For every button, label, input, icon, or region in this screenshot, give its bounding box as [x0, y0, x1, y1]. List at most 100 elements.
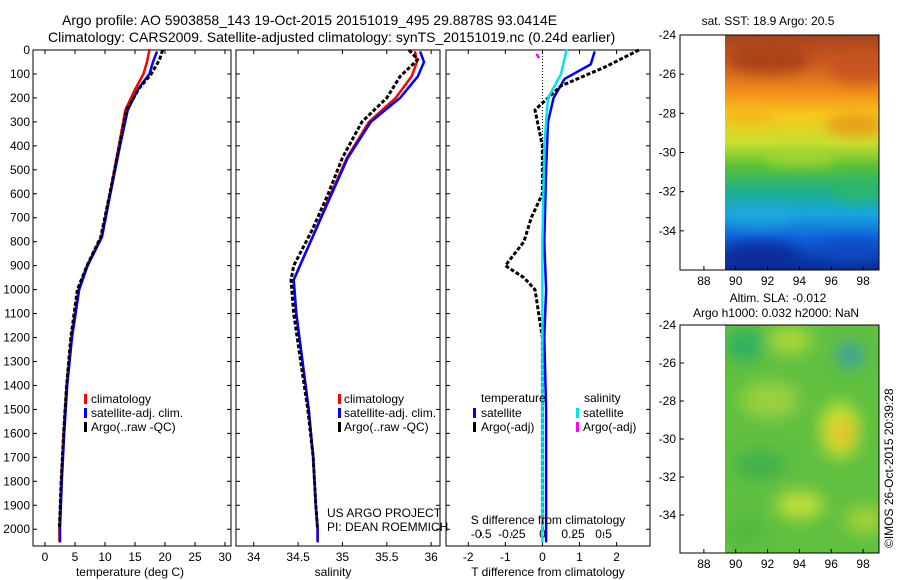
map-y-tick-label: -34: [659, 508, 677, 522]
depth-tick-label: 100: [10, 67, 30, 81]
legend-label-satellite: satellite-adj. clim.: [344, 406, 436, 420]
sla-heatmap-field: [725, 325, 879, 553]
x-tick-label: 10: [98, 550, 112, 564]
map-x-tick-label: 88: [697, 274, 711, 288]
difference-series-salinity-argo-adj: [535, 53, 540, 59]
x-tick-label: 0: [539, 550, 546, 564]
depth-tick-label: 1600: [3, 426, 30, 440]
temperature-series-climatology: [58, 48, 151, 543]
temperature-series-argo-raw-qc: [57, 49, 165, 530]
map-x-tick-label: 96: [825, 274, 839, 288]
sla-map-title-line2: Argo h1000: 0.032 h2000: NaN: [693, 306, 859, 320]
legend-swatch-satellite: [84, 408, 87, 418]
depth-tick-label: 1500: [3, 402, 30, 416]
map-x-tick-label: 90: [729, 557, 743, 571]
legend-title-temperature: temperature: [481, 391, 546, 405]
legend-swatch-sal-argo: [576, 422, 579, 432]
depth-tick-label: 900: [10, 259, 30, 273]
depth-tick-label: 1900: [3, 498, 30, 512]
depth-tick-label: 1200: [3, 331, 30, 345]
sla-map-title-line1: Altim. SLA: -0.012: [730, 291, 827, 305]
legend-label-temp-argo: Argo(-adj): [481, 420, 534, 434]
map-x-tick-label: 88: [697, 557, 711, 571]
legend-swatch-temp-argo: [473, 422, 476, 432]
x-tick-label: 15: [128, 550, 142, 564]
map-x-tick-label: 98: [856, 274, 870, 288]
x-tick-label: 35: [336, 550, 350, 564]
figure-title-line1: Argo profile: AO 5903858_143 19-Oct-2015…: [62, 12, 557, 28]
map-x-tick-label: 90: [729, 274, 743, 288]
map-y-tick-label: -28: [659, 394, 677, 408]
legend-label-satellite: satellite-adj. clim.: [91, 406, 183, 420]
x-tick-label: 36: [424, 550, 438, 564]
legend-title-salinity: salinity: [584, 391, 621, 405]
salinity-axes-frame: [235, 49, 441, 547]
depth-tick-label: 500: [10, 163, 30, 177]
x-tick-label: 2: [613, 550, 620, 564]
legend-swatch-satellite: [338, 408, 341, 418]
map-y-tick-label: -32: [659, 470, 677, 484]
difference-legend: temperature salinity satellite Argo(-adj…: [473, 391, 636, 434]
temperature-panel: 0100200300400500600700800900100011001200…: [3, 43, 232, 564]
legend-swatch-climatology: [338, 394, 341, 404]
map-y-tick-label: -24: [659, 28, 677, 42]
top-x-tick-label: -0.25: [498, 527, 526, 541]
depth-tick-label: 1100: [4, 307, 30, 321]
difference-top-xlabel: S difference from climatology: [471, 513, 626, 527]
legend-label-sal-argo: Argo(-adj): [583, 420, 636, 434]
salinity-xlabel: salinity: [315, 565, 352, 579]
difference-axes-frame: [445, 49, 651, 547]
depth-tick-label: 400: [10, 139, 30, 153]
figure-title-line2: Climatology: CARS2009. Satellite-adjuste…: [48, 29, 615, 45]
sst-heatmap-field: [725, 35, 879, 270]
depth-tick-label: 1400: [3, 378, 30, 392]
depth-tick-label: 1000: [3, 283, 30, 297]
map-y-tick-label: -30: [659, 432, 677, 446]
map-y-tick-label: -24: [659, 318, 677, 332]
x-tick-label: -1: [500, 550, 511, 564]
x-tick-label: 20: [158, 550, 172, 564]
top-x-tick-label: -0.5: [471, 527, 492, 541]
depth-tick-label: 1800: [3, 474, 30, 488]
map-x-tick-label: 94: [793, 557, 807, 571]
legend-label-temp-satellite: satellite: [481, 406, 522, 420]
x-tick-label: -2: [463, 550, 474, 564]
x-tick-label: 35.5: [375, 550, 399, 564]
legend-label-argo: Argo(..raw -QC): [344, 420, 429, 434]
temperature-axes-frame: [32, 49, 232, 547]
sst-map: 88 90 92 94 96 98 -24 -26 -28 -30 -32 -34: [659, 28, 880, 288]
salinity-series-argo-raw-qc: [289, 48, 420, 530]
legend-label-argo: Argo(..raw -QC): [91, 420, 176, 434]
legend-swatch-argo: [338, 422, 341, 432]
x-tick-label: 0: [42, 550, 49, 564]
depth-tick-label: 300: [10, 115, 30, 129]
difference-series-salinity-satellite: [541, 48, 568, 543]
depth-tick-label: 600: [10, 187, 30, 201]
map-y-tick-label: -28: [659, 106, 677, 120]
difference-series-temperature-argo-adj: [503, 48, 640, 530]
map-x-tick-label: 92: [761, 557, 775, 571]
map-y-tick-label: -34: [659, 224, 677, 238]
depth-tick-label: 800: [10, 235, 30, 249]
sla-map: 88 90 92 94 96 98 -24 -26 -28 -30 -32 -34: [659, 318, 880, 571]
x-tick-label: 34: [247, 550, 261, 564]
x-tick-label: 34.5: [286, 550, 310, 564]
legend-label-climatology: climatology: [344, 392, 404, 406]
top-x-tick-label: 0.5: [595, 527, 612, 541]
imos-credit: ©IMOS 26-Oct-2015 20:39:28: [882, 388, 896, 548]
depth-tick-label: 1700: [3, 450, 30, 464]
depth-tick-label: 0: [23, 43, 30, 57]
legend-swatch-argo: [84, 422, 87, 432]
legend-swatch-sal-satellite: [576, 408, 579, 418]
map-x-tick-label: 94: [793, 274, 807, 288]
legend-label-sal-satellite: satellite: [583, 406, 624, 420]
map-x-tick-label: 96: [825, 557, 839, 571]
x-tick-label: 1: [576, 550, 583, 564]
temperature-series-satellite-adj-clim: [58, 51, 158, 543]
depth-tick-label: 2000: [3, 522, 30, 536]
legend-swatch-temp-satellite: [473, 408, 476, 418]
map-x-tick-label: 92: [761, 274, 775, 288]
x-tick-label: 25: [188, 550, 202, 564]
